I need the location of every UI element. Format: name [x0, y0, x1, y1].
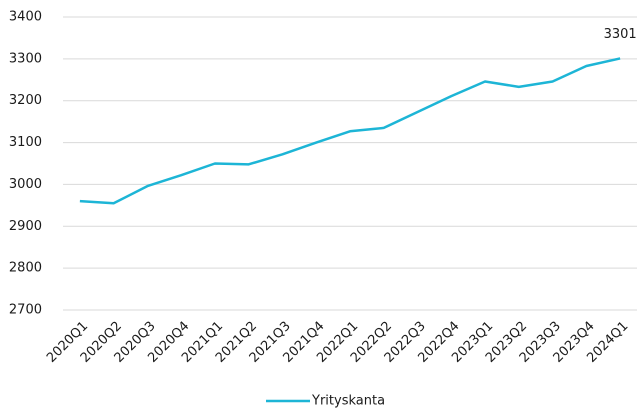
y-tick-label: 3400: [9, 10, 42, 25]
data-label: 3301: [604, 27, 637, 42]
y-tick-label: 2700: [9, 303, 42, 318]
y-tick-label: 3000: [9, 177, 42, 192]
y-tick-label: 2800: [9, 261, 42, 276]
y-tick-label: 3300: [9, 51, 42, 66]
y-tick-label: 3100: [9, 135, 42, 150]
legend-label: Yrityskanta: [311, 394, 385, 409]
data-line: [79, 57, 621, 205]
y-tick-label: 3200: [9, 93, 42, 108]
y-tick-label: 2900: [9, 219, 42, 234]
